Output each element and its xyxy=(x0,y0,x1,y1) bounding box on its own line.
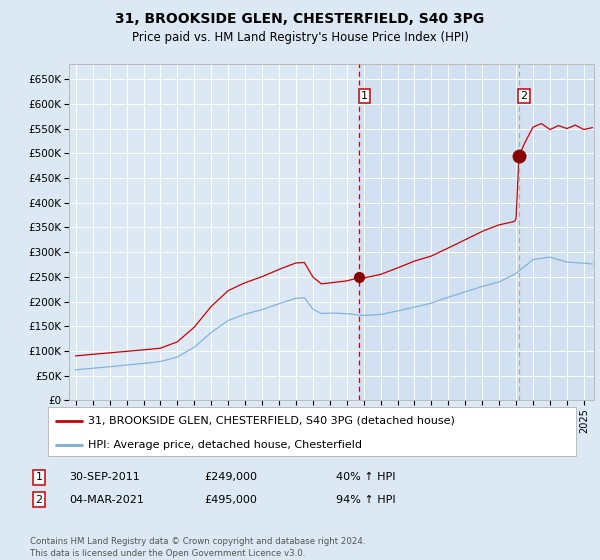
Text: £249,000: £249,000 xyxy=(204,472,257,482)
Text: 31, BROOKSIDE GLEN, CHESTERFIELD, S40 3PG: 31, BROOKSIDE GLEN, CHESTERFIELD, S40 3P… xyxy=(115,12,485,26)
Text: 1: 1 xyxy=(361,91,368,101)
Text: 04-MAR-2021: 04-MAR-2021 xyxy=(69,494,144,505)
Text: Contains HM Land Registry data © Crown copyright and database right 2024.
This d: Contains HM Land Registry data © Crown c… xyxy=(30,537,365,558)
Text: 94% ↑ HPI: 94% ↑ HPI xyxy=(336,494,395,505)
Text: 1: 1 xyxy=(35,472,43,482)
Text: 30-SEP-2011: 30-SEP-2011 xyxy=(69,472,140,482)
Text: 2: 2 xyxy=(35,494,43,505)
Text: Price paid vs. HM Land Registry's House Price Index (HPI): Price paid vs. HM Land Registry's House … xyxy=(131,31,469,44)
Text: 40% ↑ HPI: 40% ↑ HPI xyxy=(336,472,395,482)
Text: 2: 2 xyxy=(520,91,527,101)
Bar xyxy=(359,64,594,400)
Text: 31, BROOKSIDE GLEN, CHESTERFIELD, S40 3PG (detached house): 31, BROOKSIDE GLEN, CHESTERFIELD, S40 3P… xyxy=(88,416,454,426)
Text: HPI: Average price, detached house, Chesterfield: HPI: Average price, detached house, Ches… xyxy=(88,440,362,450)
Text: £495,000: £495,000 xyxy=(204,494,257,505)
